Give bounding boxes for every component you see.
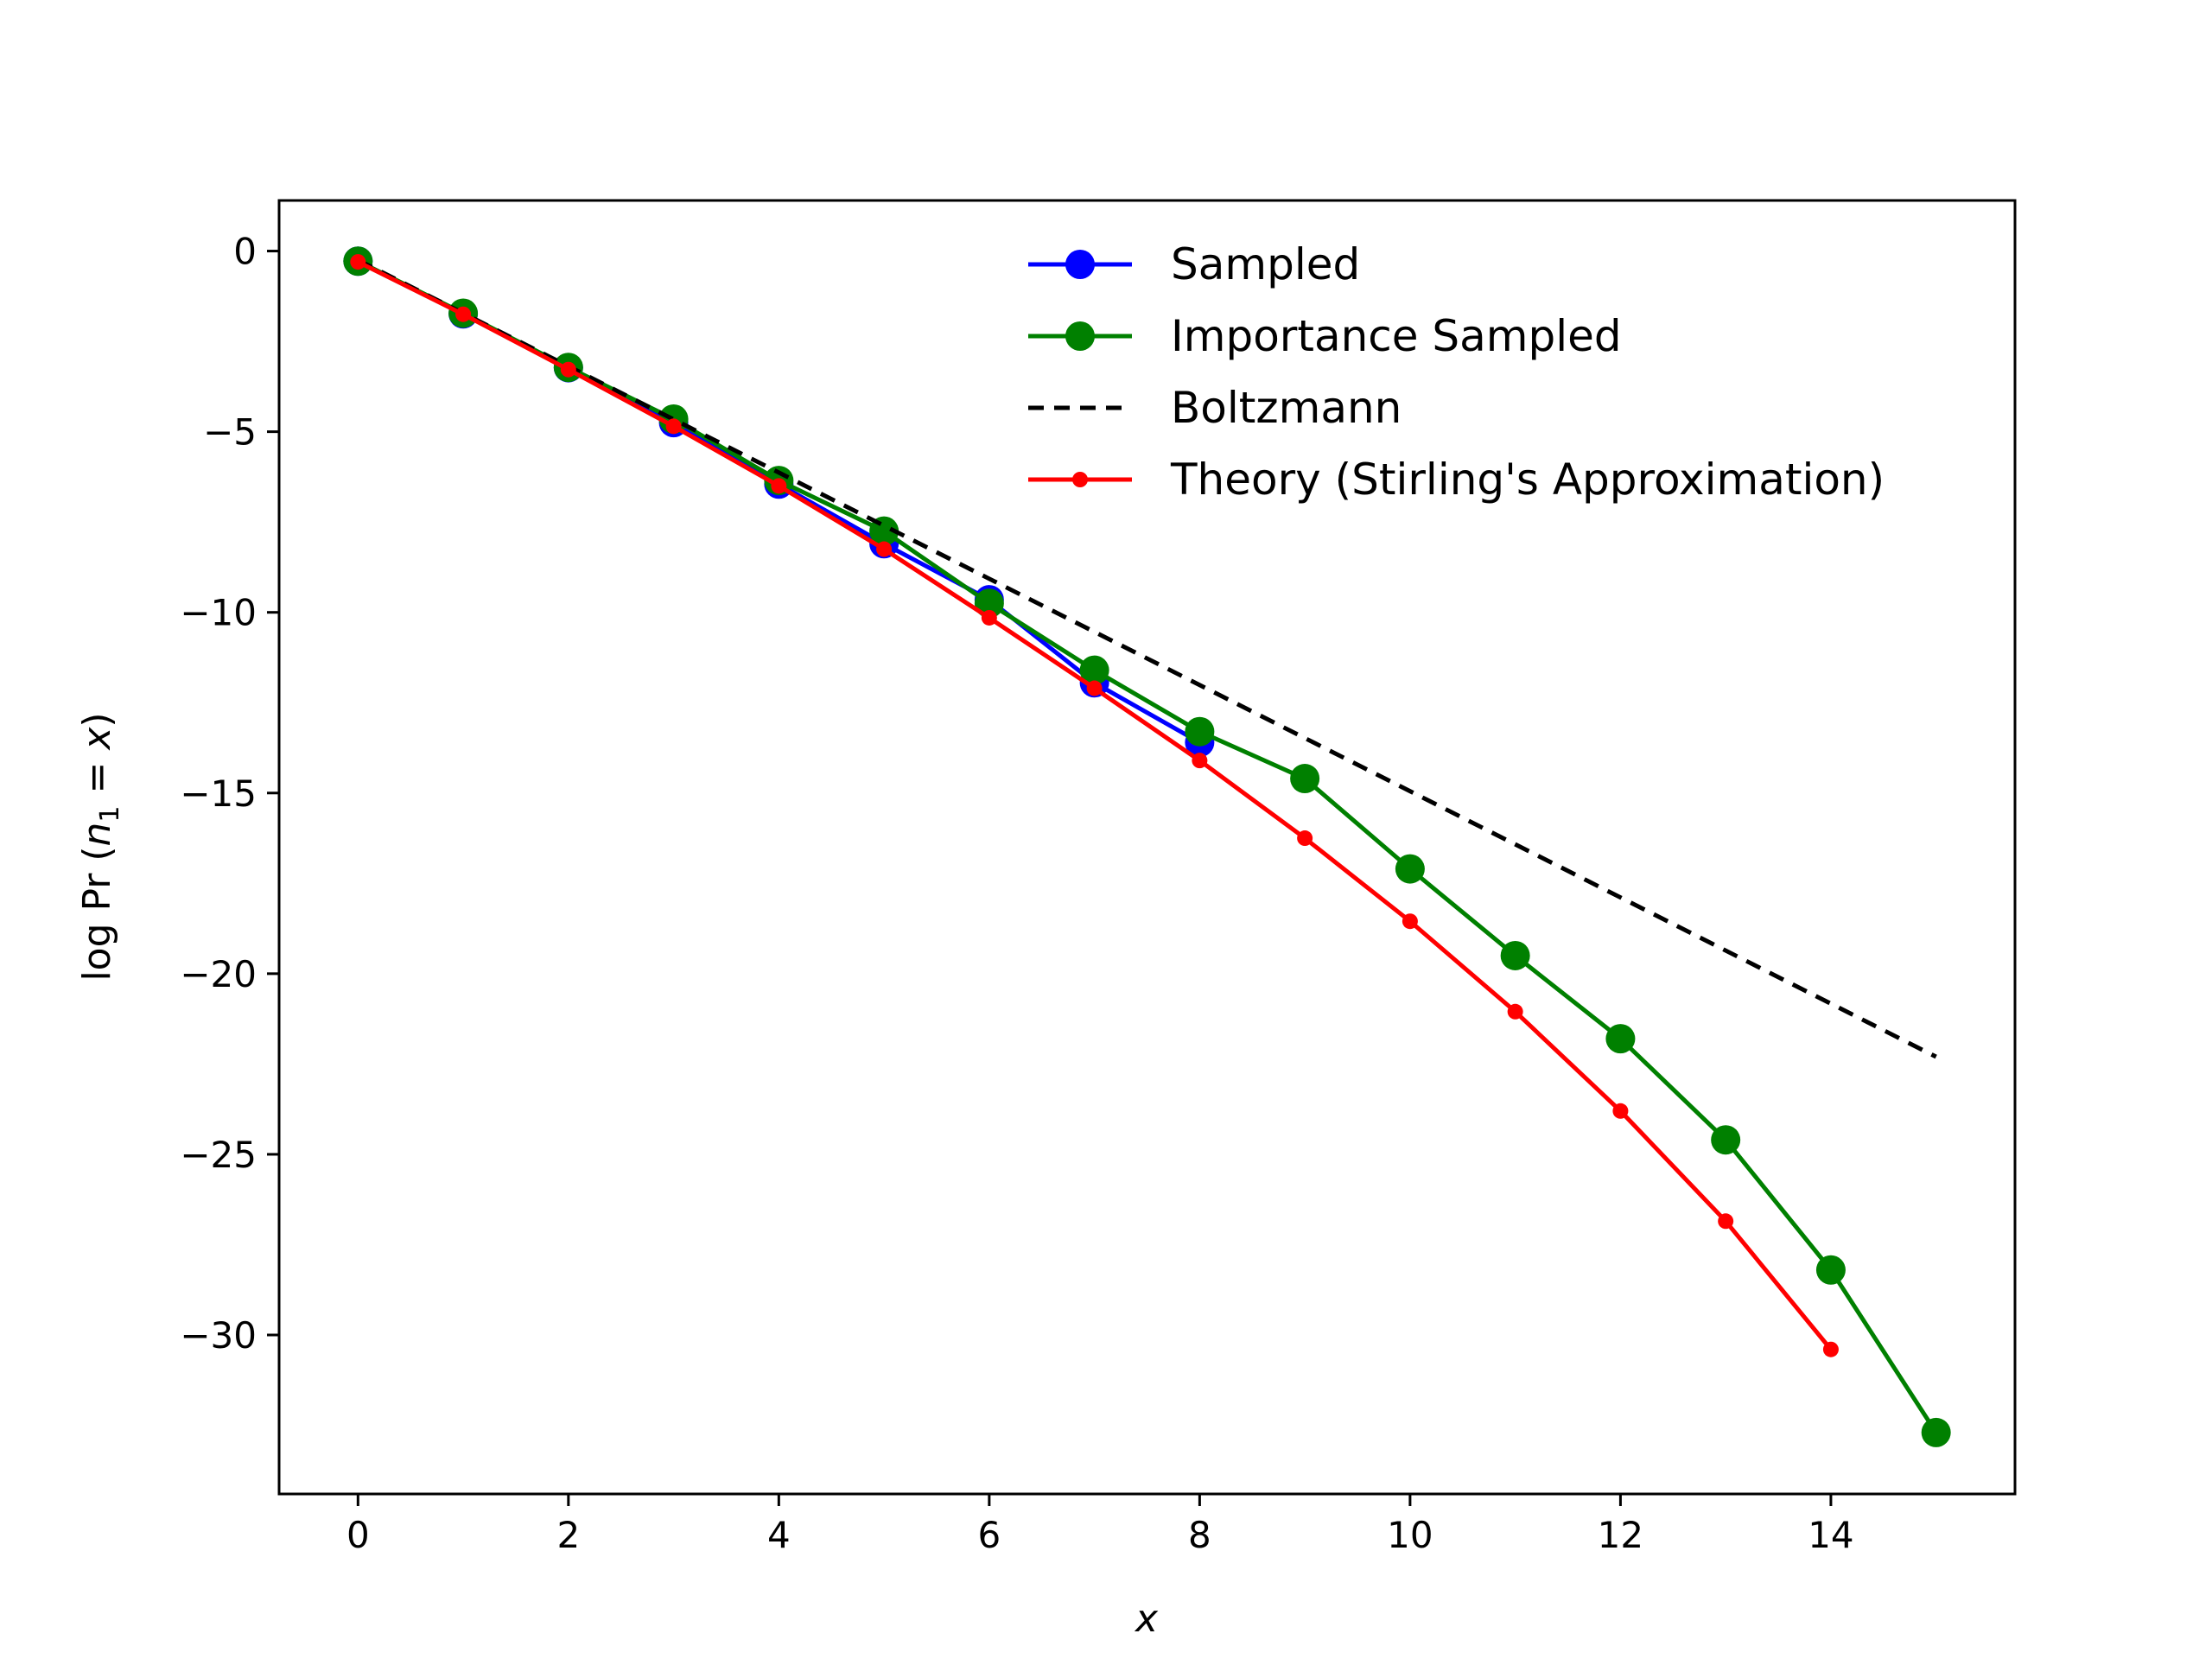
x-tick-label: 14 — [1808, 1514, 1853, 1556]
y-tick-label: −25 — [180, 1134, 257, 1176]
x-tick-label: 8 — [1188, 1514, 1211, 1556]
y-axis-label-x: x — [75, 727, 119, 752]
data-point-theory-stirling-s-approximation — [665, 418, 682, 435]
data-point-importance-sampled — [1921, 1417, 1951, 1447]
data-point-theory-stirling-s-approximation — [876, 541, 893, 557]
data-point-theory-stirling-s-approximation — [1402, 913, 1418, 930]
legend: Sampled Importance Sampled Boltzmann Theory… — [1028, 239, 1885, 505]
legend-item-importance-sampled: Importance Sampled — [1028, 311, 1622, 361]
x-axis-ticks: 0 2 4 6 8 10 12 14 — [346, 1494, 1854, 1556]
y-axis-label-close: ) — [75, 712, 119, 727]
data-point-theory-stirling-s-approximation — [771, 478, 787, 494]
data-point-importance-sampled — [1395, 854, 1425, 884]
legend-marker — [1072, 472, 1088, 487]
x-tick-label: 6 — [977, 1514, 1001, 1556]
y-tick-label: 0 — [233, 231, 257, 273]
legend-item-sampled: Sampled — [1028, 239, 1360, 289]
x-tick-label: 4 — [767, 1514, 791, 1556]
legend-label: Boltzmann — [1171, 383, 1402, 433]
legend-item-boltzmann: Boltzmann — [1028, 383, 1402, 433]
data-point-theory-stirling-s-approximation — [1192, 753, 1208, 769]
data-point-theory-stirling-s-approximation — [1718, 1213, 1734, 1230]
legend-item-theory-stirling-s-approximation: Theory (Stirling's Approximation) — [1028, 454, 1885, 505]
y-tick-label: −20 — [180, 953, 257, 995]
data-point-importance-sampled — [1711, 1125, 1741, 1155]
data-point-theory-stirling-s-approximation — [1297, 830, 1313, 847]
plot-area — [279, 200, 2015, 1494]
data-point-theory-stirling-s-approximation — [1086, 680, 1103, 696]
data-point-importance-sampled — [1815, 1255, 1846, 1285]
x-tick-label: 0 — [346, 1514, 370, 1556]
data-point-importance-sampled — [1079, 655, 1109, 685]
data-point-theory-stirling-s-approximation — [1507, 1003, 1523, 1020]
plot-frame — [277, 199, 2017, 1496]
series-theory-stirling-s-approximation — [350, 254, 1839, 1357]
legend-label: Theory (Stirling's Approximation) — [1170, 454, 1885, 505]
x-tick-label: 2 — [556, 1514, 580, 1556]
y-axis-label-prefix: log Pr ( — [75, 846, 119, 981]
legend-label: Importance Sampled — [1171, 311, 1622, 361]
y-axis-label-n: n — [75, 823, 119, 847]
legend-marker — [1065, 250, 1095, 279]
legend-marker — [1065, 321, 1095, 351]
data-point-theory-stirling-s-approximation — [1612, 1103, 1629, 1119]
x-tick-label: 10 — [1387, 1514, 1433, 1556]
data-point-importance-sampled — [1185, 716, 1215, 747]
series-boltzmann — [357, 257, 1937, 1059]
series-line-boltzmann — [357, 257, 1937, 1059]
data-point-importance-sampled — [1605, 1024, 1636, 1054]
data-point-importance-sampled — [1500, 940, 1530, 970]
series-layer — [343, 246, 1951, 1447]
data-point-theory-stirling-s-approximation — [1822, 1341, 1839, 1357]
x-tick-label: 12 — [1598, 1514, 1643, 1556]
y-axis-label-eq: = — [75, 750, 119, 806]
data-point-theory-stirling-s-approximation — [350, 254, 366, 270]
y-axis-label-sub: 1 — [95, 806, 125, 823]
y-tick-label: −10 — [180, 592, 257, 634]
y-axis-label: log Pr (n1 = x) — [75, 712, 125, 981]
legend-label: Sampled — [1171, 239, 1360, 289]
y-tick-label: −5 — [203, 411, 257, 454]
y-axis-ticks: 0 −5 −10 −15 −20 −25 −30 — [180, 231, 279, 1357]
data-point-theory-stirling-s-approximation — [981, 609, 997, 626]
x-axis-label: x — [1134, 1597, 1159, 1641]
data-point-theory-stirling-s-approximation — [560, 361, 576, 378]
y-tick-label: −30 — [180, 1314, 257, 1357]
data-point-theory-stirling-s-approximation — [455, 306, 472, 322]
y-tick-label: −15 — [180, 772, 257, 815]
data-point-importance-sampled — [1290, 764, 1320, 794]
